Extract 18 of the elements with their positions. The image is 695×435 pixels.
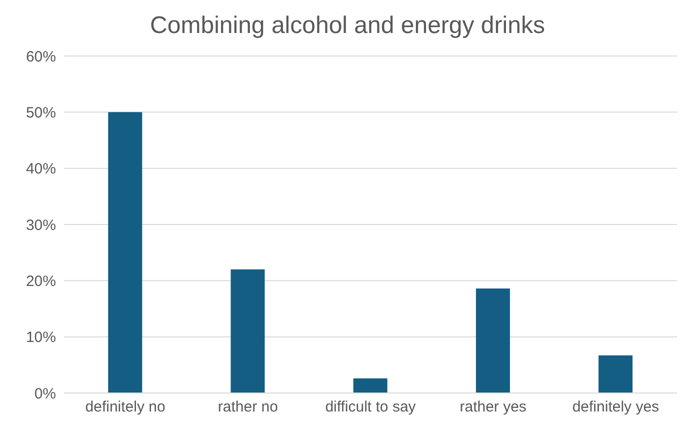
y-tick-label: 10%: [26, 329, 56, 346]
x-tick-label: definitely yes: [572, 398, 660, 416]
x-tick-label: rather no: [218, 398, 278, 416]
bar: [230, 269, 265, 393]
y-tick-label: 30%: [26, 216, 56, 234]
bar: [476, 288, 510, 393]
bar: [108, 112, 142, 393]
chart-title: Combining alcohol and energy drinks: [149, 11, 546, 41]
y-tick-label: 20%: [26, 272, 56, 290]
y-tick-label: 40%: [26, 160, 56, 178]
x-tick-label: rather yes: [460, 398, 526, 416]
x-tick-label: difficult to say: [325, 398, 416, 416]
bar: [598, 355, 633, 393]
y-tick-label: 50%: [26, 104, 56, 122]
bar: [353, 378, 388, 393]
x-tick-label: definitely no: [85, 398, 166, 416]
y-tick-label: 60%: [26, 48, 56, 66]
y-tick-label: 0%: [34, 385, 56, 402]
